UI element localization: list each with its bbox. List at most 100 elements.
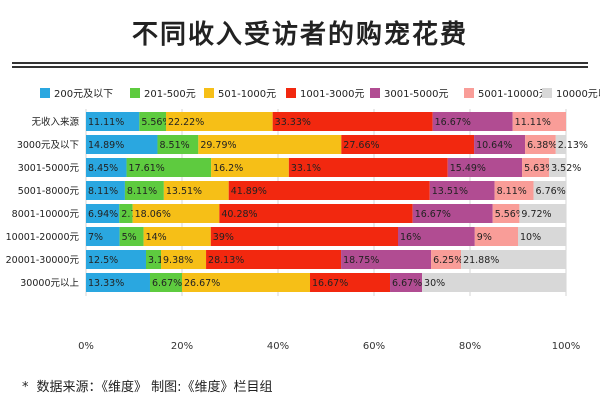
legend-swatch <box>464 88 474 98</box>
data-label: 13.51% <box>166 186 202 197</box>
bar-segment <box>272 112 433 131</box>
legend-label: 3001-5000元 <box>384 89 449 100</box>
legend-swatch <box>40 88 50 98</box>
legend-item: 501-1000元 <box>204 88 276 102</box>
legend-label: 10000元以上 <box>556 89 600 100</box>
data-label: 8.11% <box>88 186 118 197</box>
bar-segment <box>390 273 423 292</box>
bar-segment <box>461 250 567 269</box>
legend-swatch <box>542 88 552 98</box>
bar-segment <box>525 135 556 154</box>
data-label: 10.64% <box>476 140 512 151</box>
bar-segment <box>398 227 475 246</box>
bar-segment <box>86 158 127 177</box>
x-tick-label: 100% <box>552 341 581 352</box>
data-label: 5.56% <box>495 209 525 220</box>
legend-swatch <box>286 88 296 98</box>
data-label: 17.61% <box>129 163 165 174</box>
data-label: 5.63% <box>524 163 554 174</box>
bar-segment <box>163 181 229 200</box>
data-label: 11.11% <box>88 117 124 128</box>
category-label: 30000元以上 <box>20 278 79 289</box>
bar-segment <box>432 112 513 131</box>
stacked-bar-chart: 0% 20% 40% 60% 80% 100%无收入来源 11.11% 5.56%22.22%… <box>6 109 588 352</box>
data-label: 27.66% <box>343 140 379 151</box>
data-label: 6.25% <box>433 255 463 266</box>
category-label: 10001-20000元 <box>6 232 80 243</box>
bar-segment <box>555 135 566 154</box>
data-label: 18.06% <box>135 209 171 220</box>
data-label: 7% <box>88 232 103 243</box>
bar-segment <box>86 181 125 200</box>
bar-segment <box>86 112 140 131</box>
bar-segment <box>146 250 162 269</box>
data-label: 16% <box>400 232 421 243</box>
bar-segment <box>288 158 448 177</box>
data-label: 33.1% <box>291 163 321 174</box>
data-label: 6.38% <box>527 140 557 151</box>
category-label: 8001-10000元 <box>12 209 80 220</box>
legend-item: 201-500元 <box>130 88 196 102</box>
bar-segment <box>86 273 150 292</box>
bar-segment <box>182 273 311 292</box>
legend-label: 501-1000元 <box>218 89 277 100</box>
bar-segment <box>518 227 566 246</box>
bar-segment <box>86 250 146 269</box>
legend-item: 5001-10000元 <box>464 88 549 102</box>
x-tick-label: 20% <box>171 341 193 352</box>
bar-segment <box>431 250 462 269</box>
bar-segment <box>494 181 534 200</box>
bar-segment <box>422 273 567 292</box>
bar-segment <box>549 158 566 177</box>
category-label: 3000元及以下 <box>17 140 79 151</box>
bar-segment <box>143 227 211 246</box>
bar-segment <box>492 204 520 223</box>
bar-segment <box>86 135 158 154</box>
data-label: 16.67% <box>435 117 471 128</box>
bar-segment <box>119 227 144 246</box>
bar-segment <box>198 135 342 154</box>
data-label: 16.2% <box>213 163 243 174</box>
data-label: 33.33% <box>275 117 311 128</box>
category-label: 20001-30000元 <box>6 255 80 266</box>
data-label: 28.13% <box>208 255 244 266</box>
bar-segment <box>157 135 199 154</box>
category-label: 无收入来源 <box>31 116 79 128</box>
category-label: 3001-5000元 <box>18 163 80 174</box>
bar-segment <box>522 158 550 177</box>
data-label: 11.11% <box>515 117 551 128</box>
bar-segment <box>341 135 475 154</box>
bar-segment <box>341 250 432 269</box>
data-label: 8.11% <box>497 186 527 197</box>
legend-label: 1001-3000元 <box>300 89 365 100</box>
data-label: 9% <box>477 232 492 243</box>
bar-segment <box>161 250 207 269</box>
legend-item: 3001-5000元 <box>370 88 449 102</box>
legend-item: 10000元以上 <box>542 88 600 102</box>
legend-label: 201-500元 <box>144 89 196 100</box>
bar-segment <box>412 204 493 223</box>
data-source-text: 数据来源：《维度》 制图:《维度》栏目组 <box>36 380 273 395</box>
bar-segment <box>429 181 495 200</box>
legend-label: 5001-10000元 <box>478 89 549 100</box>
legend-item: 1001-3000元 <box>286 88 365 102</box>
data-label: 13.51% <box>432 186 468 197</box>
bar-segment <box>210 227 398 246</box>
bar-segment <box>86 227 120 246</box>
title-rule-top <box>12 62 588 64</box>
data-label: 9.38% <box>163 255 193 266</box>
bar-segment <box>219 204 413 223</box>
title-rule-bottom <box>12 66 588 68</box>
x-tick-label: 60% <box>363 341 385 352</box>
x-tick-label: 80% <box>459 341 481 352</box>
data-label: 8.11% <box>127 186 157 197</box>
data-label: 18.75% <box>343 255 379 266</box>
data-label: 2.13% <box>558 140 588 151</box>
data-label: 21.88% <box>463 255 499 266</box>
data-label: 10% <box>520 232 541 243</box>
bar-segment <box>310 273 391 292</box>
data-label: 16.67% <box>312 278 348 289</box>
data-label: 14.89% <box>88 140 124 151</box>
chart-title: 不同收入受访者的购宠花费 <box>131 20 468 50</box>
bar-segment <box>474 135 526 154</box>
